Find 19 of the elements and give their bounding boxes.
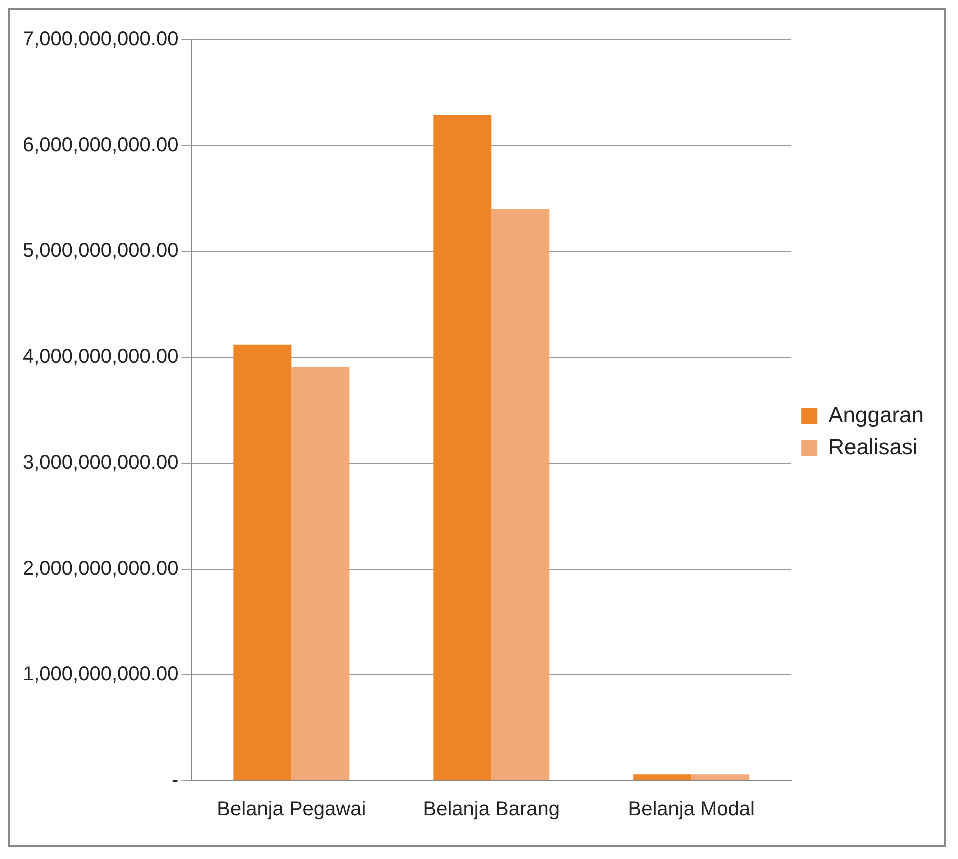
y-tick-label: 6,000,000,000.00 [23,134,179,156]
y-tick-label: 1,000,000,000.00 [23,664,179,686]
bar [492,209,550,780]
y-tick-label: 5,000,000,000.00 [23,240,179,262]
x-tick-label: Belanja Barang [423,798,560,821]
bar [234,344,292,780]
bar [292,367,350,780]
y-tick-label: 7,000,000,000.00 [23,28,179,51]
x-tick-label: Belanja Modal [628,798,755,821]
legend-label: Realisasi [828,434,918,460]
y-tick-label: 2,000,000,000.00 [23,558,179,580]
x-tick-label: Belanja Pegawai [217,798,366,821]
bar [634,774,692,780]
bar [692,774,750,780]
bar [434,115,492,780]
y-tick-label: 4,000,000,000.00 [23,346,179,368]
legend-label: Anggaran [828,402,924,428]
y-tick-label: 3,000,000,000.00 [23,452,179,474]
y-tick-label: - [172,770,179,792]
